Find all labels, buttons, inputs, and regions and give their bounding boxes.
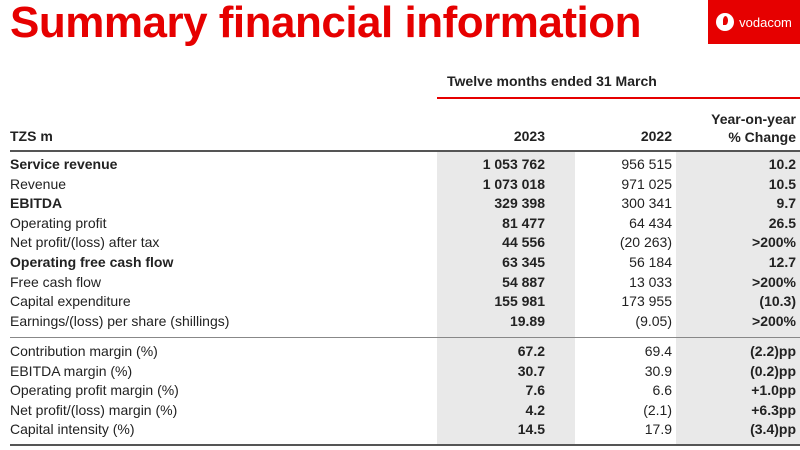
vodacom-logo: vodacom [708, 0, 800, 44]
table-row: Contribution margin (%) 67.2 69.4 (2.2)pp [0, 342, 800, 362]
financial-table-section-1: Service revenue 1 053 762 956 515 10.2 Reven… [0, 155, 800, 331]
value-yoy-change: (3.4)pp [750, 421, 796, 438]
value-2022: 17.9 [644, 421, 672, 438]
value-yoy-change: (10.3) [759, 293, 796, 310]
table-row: EBITDA margin (%) 30.7 30.9 (0.2)pp [0, 362, 800, 382]
value-yoy-change: >200% [752, 312, 796, 329]
value-2022: 6.6 [652, 382, 672, 399]
row-label: Operating profit margin (%) [10, 382, 179, 399]
table-row: Earnings/(loss) per share (shillings) 19.… [0, 312, 800, 332]
row-label: Service revenue [10, 156, 118, 172]
value-2022: 69.4 [644, 343, 672, 359]
value-2022: 956 515 [621, 156, 672, 172]
value-yoy-change: 9.7 [776, 195, 796, 212]
table-row: Capital intensity (%) 14.5 17.9 (3.4)pp [0, 420, 800, 440]
table-row: EBITDA 329 398 300 341 9.7 [0, 194, 800, 214]
column-header-2022: 2022 [640, 128, 672, 144]
row-label: Capital expenditure [10, 293, 131, 310]
value-2023: 54 887 [502, 273, 545, 290]
table-row: Operating profit margin (%) 7.6 6.6 +1.0pp [0, 381, 800, 401]
row-label: Contribution margin (%) [10, 343, 158, 359]
value-yoy-change: (0.2)pp [750, 362, 796, 379]
column-header-yoy: Year-on-year % Change [676, 110, 796, 146]
value-2022: (9.05) [635, 312, 672, 329]
value-yoy-change: (2.2)pp [750, 343, 796, 359]
value-2022: 64 434 [629, 214, 672, 231]
value-2023: 19.89 [509, 312, 545, 329]
value-2023: 7.6 [525, 382, 545, 399]
value-2023: 329 398 [494, 195, 545, 212]
vodafone-speechmark-icon [716, 13, 735, 31]
value-2022: 173 955 [621, 293, 672, 310]
value-2022: 30.9 [644, 362, 672, 379]
value-2023: 1 073 018 [482, 175, 545, 192]
row-label: Capital intensity (%) [10, 421, 135, 438]
value-2023: 44 556 [502, 234, 545, 251]
value-yoy-change: 12.7 [768, 253, 796, 270]
financial-table-section-2: Contribution margin (%) 67.2 69.4 (2.2)pp EB… [0, 342, 800, 440]
value-yoy-change: 10.5 [768, 175, 796, 192]
table-row: Revenue 1 073 018 971 025 10.5 [0, 175, 800, 195]
value-2023: 4.2 [525, 401, 545, 418]
value-2022: (2.1) [643, 401, 672, 418]
column-header-yoy-line1: Year-on-year [711, 111, 796, 127]
row-label: EBITDA [10, 195, 63, 212]
value-yoy-change: >200% [752, 273, 796, 290]
value-2022: 13 033 [629, 273, 672, 290]
value-2023: 14.5 [517, 421, 545, 438]
value-2023: 1 053 762 [482, 156, 545, 172]
value-2022: (20 263) [619, 234, 672, 251]
column-header-2023: 2023 [513, 128, 545, 144]
logo-text: vodacom [739, 14, 792, 30]
value-2022: 56 184 [629, 253, 672, 270]
table-row: Net profit/(loss) margin (%) 4.2 (2.1) +6.3… [0, 401, 800, 421]
table-row: Capital expenditure 155 981 173 955 (10.3) [0, 292, 800, 312]
table-row: Service revenue 1 053 762 956 515 10.2 [0, 155, 800, 175]
page-title: Summary financial information [10, 0, 641, 47]
row-label: Operating profit [10, 214, 107, 231]
value-yoy-change: +1.0pp [751, 382, 796, 399]
row-label: Operating free cash flow [10, 253, 174, 270]
row-label: Net profit/(loss) after tax [10, 234, 160, 251]
table-row: Operating free cash flow 63 345 56 184 12.7 [0, 253, 800, 273]
value-yoy-change: +6.3pp [751, 401, 796, 418]
section-divider [10, 337, 800, 338]
row-label: Revenue [10, 175, 67, 192]
table-row: Operating profit 81 477 64 434 26.5 [0, 214, 800, 234]
row-label: EBITDA margin (%) [10, 362, 133, 379]
value-2022: 971 025 [621, 175, 672, 192]
table-top-rule [10, 150, 800, 152]
row-label: Net profit/(loss) margin (%) [10, 401, 178, 418]
value-yoy-change: 26.5 [768, 214, 796, 231]
value-2023: 67.2 [517, 343, 545, 359]
column-header-currency: TZS m [10, 128, 53, 144]
table-bottom-rule [10, 444, 800, 446]
row-label: Free cash flow [10, 273, 102, 290]
period-header-rule [437, 97, 800, 99]
value-2023: 63 345 [502, 253, 545, 270]
value-2023: 81 477 [502, 214, 545, 231]
column-2023-shading [437, 150, 575, 445]
table-row: Net profit/(loss) after tax 44 556 (20 263… [0, 233, 800, 253]
row-label: Earnings/(loss) per share (shillings) [10, 312, 230, 329]
value-yoy-change: 10.2 [768, 156, 796, 172]
period-header: Twelve months ended 31 March [447, 73, 657, 89]
value-2023: 155 981 [494, 293, 545, 310]
column-yoy-shading [676, 150, 800, 445]
table-row: Free cash flow 54 887 13 033 >200% [0, 273, 800, 293]
value-2022: 300 341 [621, 195, 672, 212]
column-header-yoy-line2: % Change [728, 129, 796, 145]
value-yoy-change: >200% [752, 234, 796, 251]
value-2023: 30.7 [517, 362, 545, 379]
